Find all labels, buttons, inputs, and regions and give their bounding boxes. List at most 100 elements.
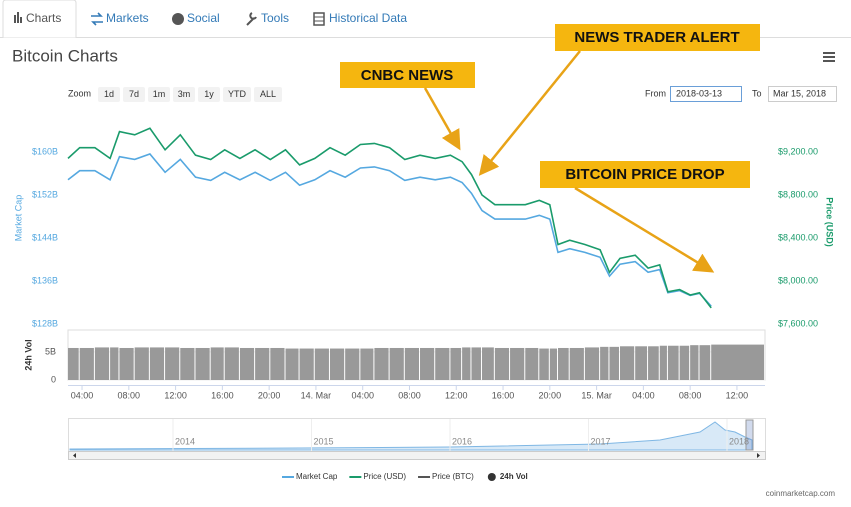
scrollbar[interactable] — [68, 451, 766, 460]
navigator-label: 2017 — [591, 436, 611, 446]
y2-tick-label: $7,600.00 — [778, 318, 818, 328]
volume-bar — [110, 347, 119, 380]
y-tick-label: $128B — [32, 318, 58, 328]
navigator-handle[interactable] — [745, 419, 754, 451]
from-value[interactable]: 2018-03-13 — [676, 88, 722, 98]
tab[interactable]: Markets — [106, 11, 149, 25]
y2-axis-title: Price (USD) — [825, 197, 835, 247]
arrow — [574, 186, 715, 273]
navigator-label: 2018 — [729, 436, 749, 446]
zoom-button-label[interactable]: ALL — [260, 89, 276, 99]
x-tick-label: 12:00 — [164, 390, 187, 400]
zoom-button[interactable] — [148, 87, 170, 102]
volume-bar — [79, 347, 94, 380]
volume-bar — [648, 346, 659, 380]
vol-tick-label: 0 — [51, 374, 56, 384]
zoom-button[interactable] — [173, 87, 195, 102]
tab[interactable]: Tools — [261, 11, 289, 25]
icon — [17, 12, 19, 23]
legend-label[interactable]: Price (USD) — [363, 472, 406, 481]
navigator-label: 2015 — [314, 436, 334, 446]
y-tick-label: $160B — [32, 146, 58, 156]
x-tick-label: 20:00 — [258, 390, 281, 400]
volume-bar — [711, 344, 764, 380]
x-tick-label: 08:00 — [679, 390, 702, 400]
x-tick-label: 16:00 — [211, 390, 234, 400]
volume-bar — [659, 345, 667, 380]
volume-bar — [345, 348, 360, 380]
to-value[interactable]: Mar 15, 2018 — [773, 88, 826, 98]
zoom-button-label[interactable]: 1m — [153, 89, 166, 99]
zoom-label: Zoom — [68, 88, 91, 98]
navigator-labels: 2014 2015 2016 2017 2018 — [172, 419, 749, 451]
x-tick-label: 20:00 — [539, 390, 562, 400]
volume-bar — [94, 347, 110, 380]
zoom-button-label[interactable]: 1y — [204, 89, 214, 99]
volume-bar — [299, 348, 314, 380]
icon — [172, 13, 184, 25]
volume-bar — [210, 347, 224, 380]
zoom-button-label[interactable]: 7d — [129, 89, 139, 99]
legend-label[interactable]: Market Cap — [296, 472, 338, 481]
volume-bar — [450, 347, 462, 380]
volume-bar — [149, 347, 165, 380]
y-tick-label: $144B — [32, 232, 58, 242]
legend-symbol[interactable] — [487, 473, 496, 481]
volume-bar — [619, 346, 635, 380]
x-tick-label: 12:00 — [445, 390, 468, 400]
zoom-button[interactable] — [223, 87, 251, 102]
volume-bar — [539, 348, 549, 380]
vol-axis-title: 24h Vol — [23, 339, 33, 370]
x-tick-label: 16:00 — [492, 390, 515, 400]
volume-bar — [635, 346, 648, 380]
zoom-button[interactable] — [123, 87, 145, 102]
legend-label[interactable]: Price (BTC) — [432, 472, 474, 481]
y2-tick-label: $8,000.00 — [778, 275, 818, 285]
y-axis-title: Market Cap — [13, 195, 23, 242]
volume-bar — [404, 347, 420, 380]
volume-bar — [584, 347, 600, 380]
navigator-label: 2014 — [175, 436, 195, 446]
icon — [246, 12, 257, 26]
x-tick-label: 04:00 — [632, 390, 655, 400]
zoom-button[interactable] — [254, 87, 282, 102]
zoom-button-label[interactable]: 1d — [104, 89, 114, 99]
annotation-box — [340, 62, 475, 88]
annotation: CNBC NEWS — [361, 67, 454, 84]
volume-bar — [558, 347, 569, 380]
icon — [314, 16, 324, 22]
annotation-box — [540, 161, 750, 188]
to-input[interactable] — [768, 86, 837, 102]
legend-label[interactable]: 24h Vol — [500, 472, 528, 481]
volume-bar — [239, 347, 255, 380]
from-input[interactable] — [670, 86, 742, 102]
volume-bar — [360, 348, 374, 380]
tab[interactable]: Charts — [26, 11, 61, 25]
active-tab[interactable] — [2, 0, 77, 38]
tab[interactable]: Historical Data — [329, 11, 407, 25]
zoom-button[interactable] — [98, 87, 120, 102]
series-line — [67, 153, 712, 307]
zoom-button[interactable] — [198, 87, 220, 102]
menu-icon[interactable] — [823, 52, 835, 62]
arrow — [478, 50, 581, 176]
zoom-button-label[interactable]: YTD — [228, 89, 247, 99]
navigator-series — [69, 421, 753, 451]
volume-bar — [462, 347, 471, 380]
tab[interactable]: Social — [187, 11, 220, 25]
icon — [20, 17, 22, 23]
volume-bar — [667, 345, 679, 380]
arrow — [423, 87, 461, 151]
volume-bar — [471, 347, 481, 380]
zoom-button-label[interactable]: 3m — [178, 89, 191, 99]
volume-bar — [270, 347, 285, 380]
volume-bar — [134, 347, 149, 380]
y2-tick-label: $8,400.00 — [778, 232, 818, 242]
x-tick-label: 15. Mar — [581, 390, 612, 400]
annotation-box — [555, 24, 760, 51]
icon — [14, 15, 16, 23]
volume-bar — [600, 346, 609, 380]
volume-bar — [255, 347, 270, 380]
volume-bar — [679, 345, 690, 380]
